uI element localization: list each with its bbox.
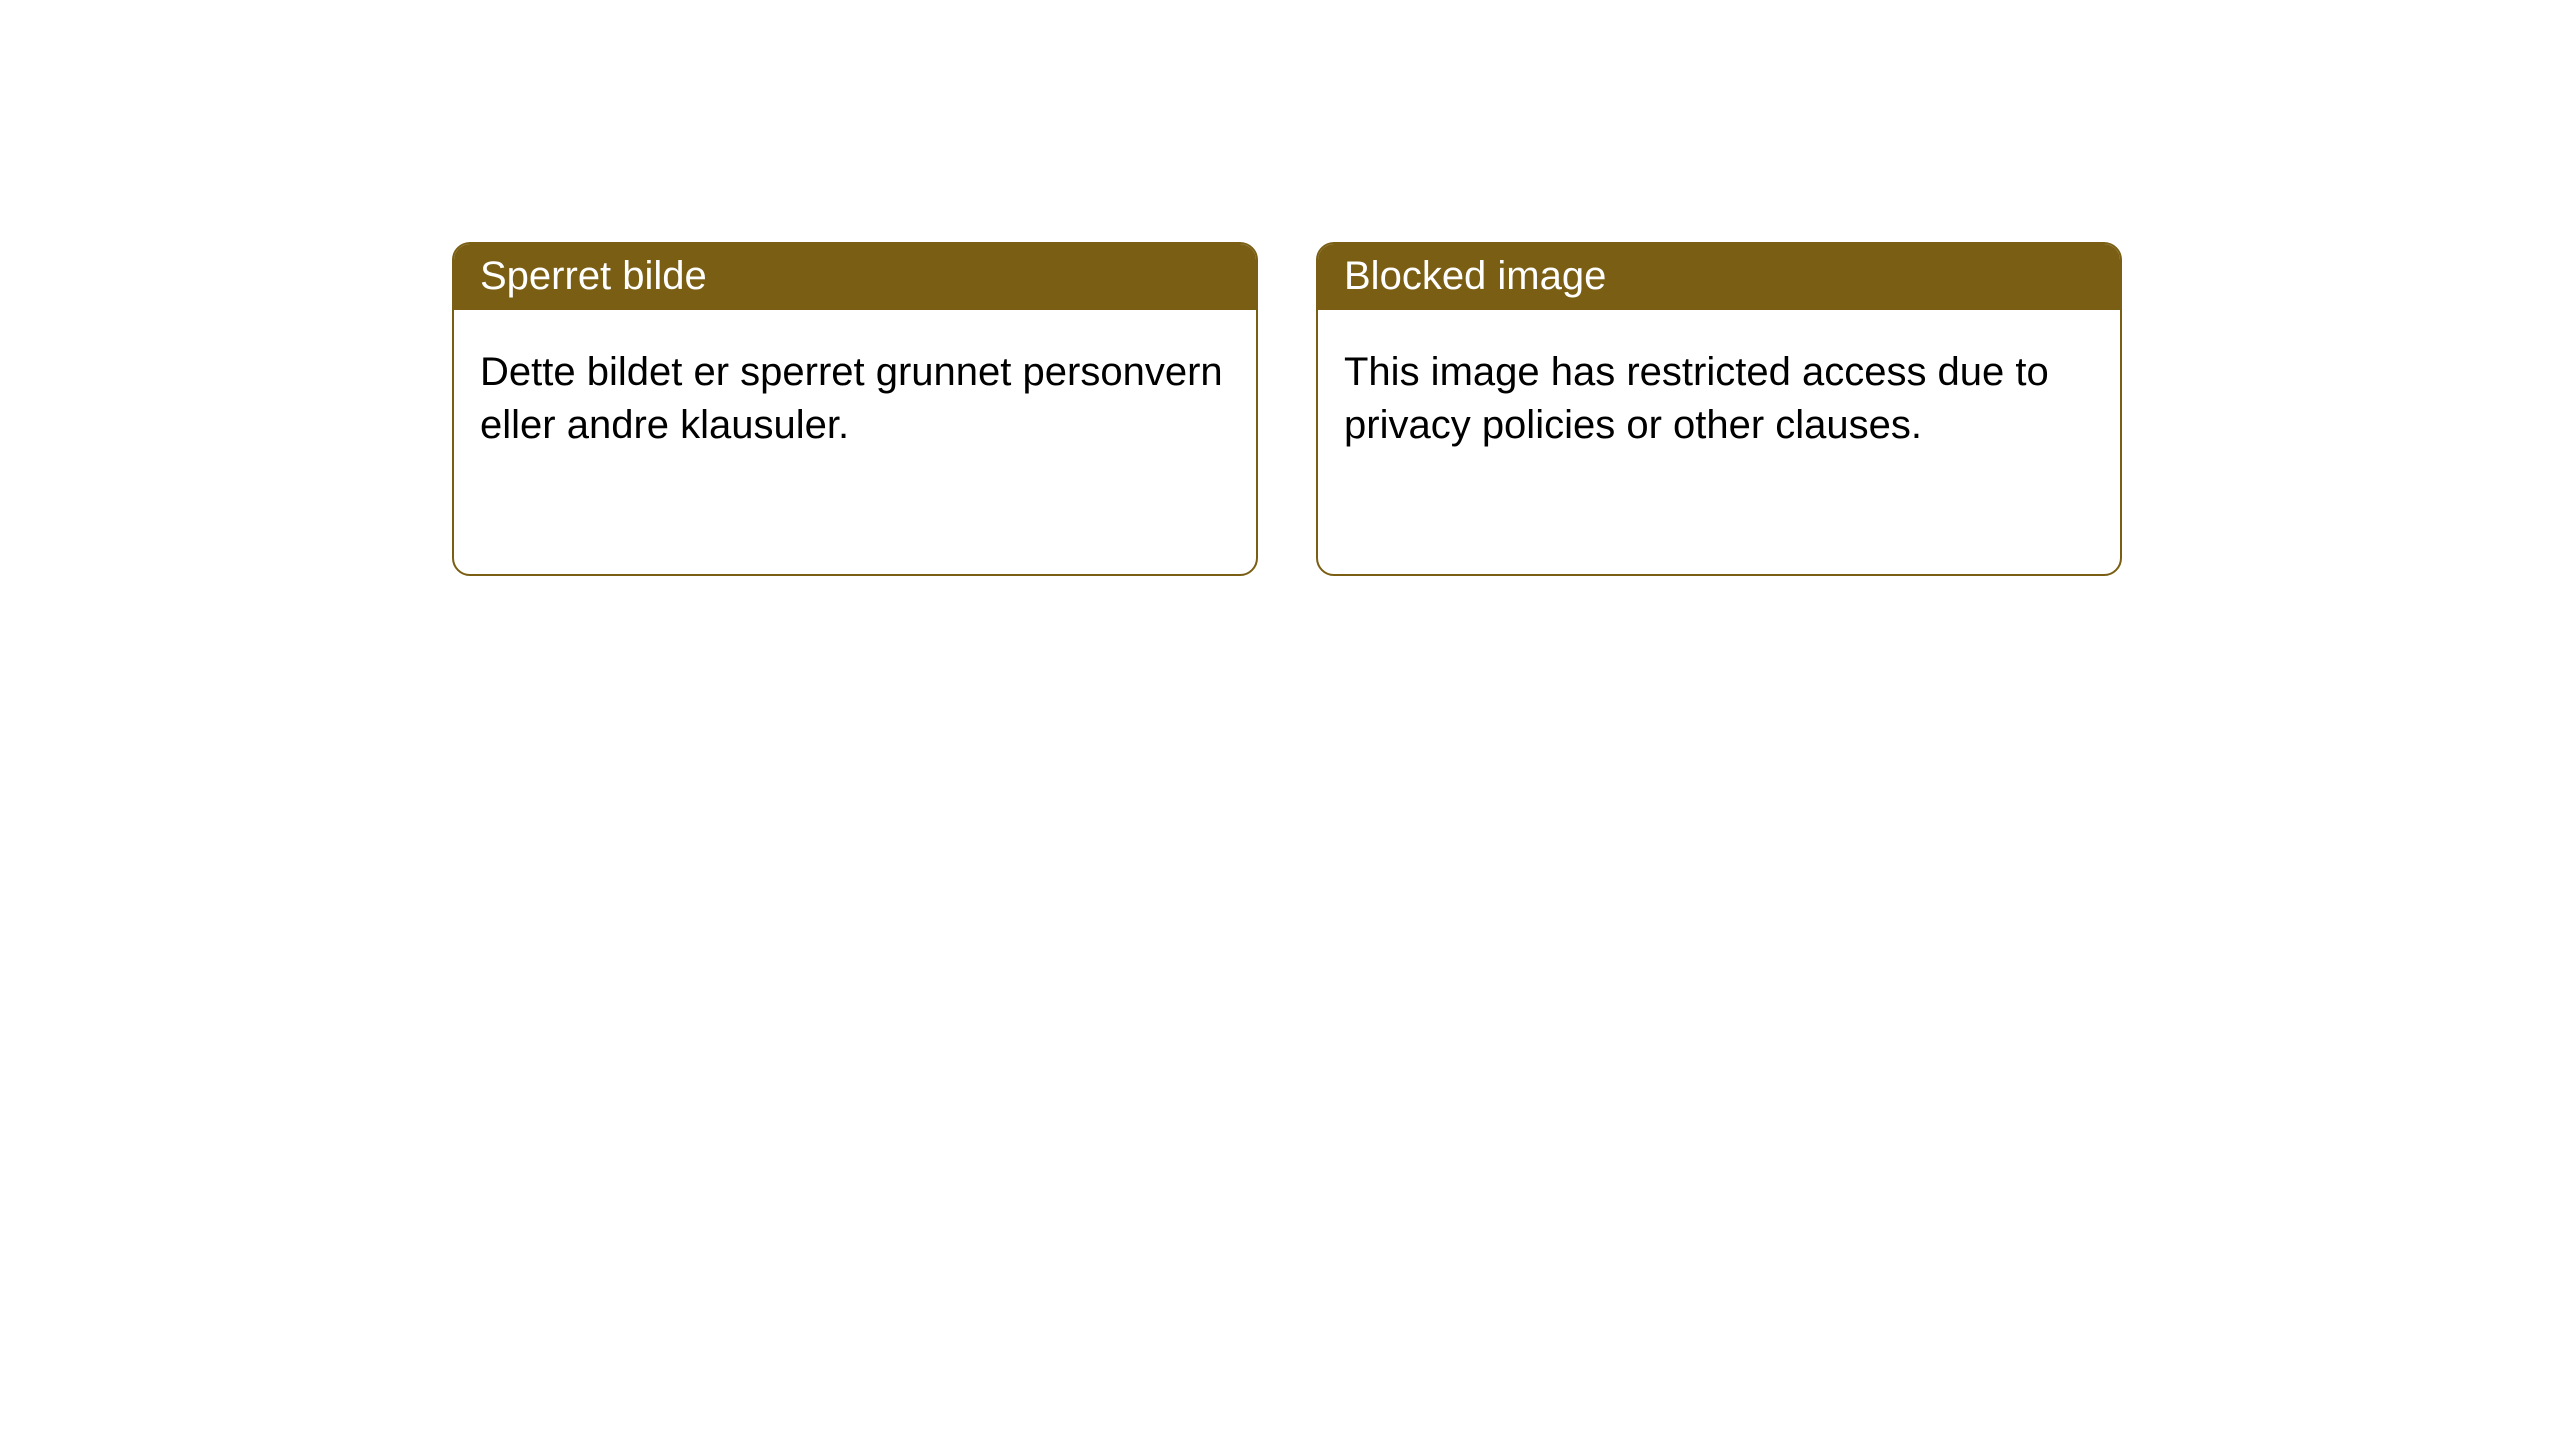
notice-body: This image has restricted access due to … [1318, 310, 2120, 478]
notice-container: Sperret bilde Dette bildet er sperret gr… [452, 242, 2122, 576]
notice-card-norwegian: Sperret bilde Dette bildet er sperret gr… [452, 242, 1258, 576]
notice-body: Dette bildet er sperret grunnet personve… [454, 310, 1256, 478]
notice-card-english: Blocked image This image has restricted … [1316, 242, 2122, 576]
notice-header: Sperret bilde [454, 244, 1256, 310]
notice-body-text: Dette bildet er sperret grunnet personve… [480, 350, 1223, 447]
notice-header: Blocked image [1318, 244, 2120, 310]
notice-title: Sperret bilde [480, 254, 707, 298]
notice-title: Blocked image [1344, 254, 1606, 298]
notice-body-text: This image has restricted access due to … [1344, 350, 2049, 447]
